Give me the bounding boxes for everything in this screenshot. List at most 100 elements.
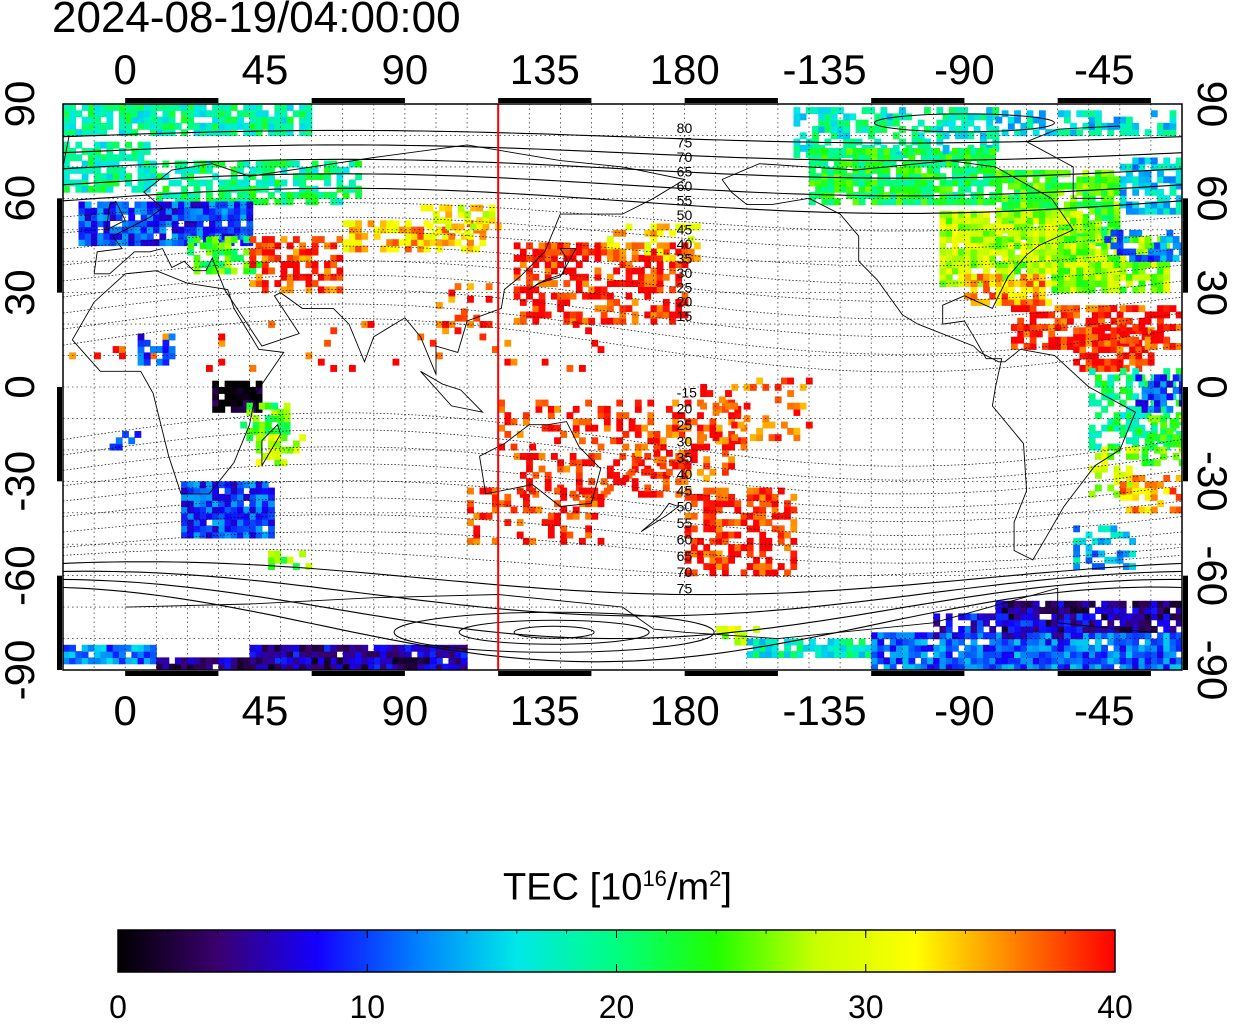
tec-cell <box>485 512 493 520</box>
tec-cell <box>889 148 897 155</box>
tec-cell <box>1082 280 1090 287</box>
tec-cell <box>1014 261 1021 269</box>
frame-scale-bar <box>57 387 62 482</box>
tec-cell <box>631 242 639 250</box>
tec-cell <box>305 173 313 181</box>
tec-cell <box>681 223 689 231</box>
tec-cell <box>218 493 226 501</box>
tec-cell <box>193 525 201 533</box>
tec-cell <box>330 327 338 335</box>
tec-cell <box>1101 663 1108 670</box>
tec-cell <box>187 519 195 526</box>
tec-cell <box>976 217 984 225</box>
tec-cell <box>641 468 648 476</box>
tec-cell <box>97 220 104 228</box>
tec-cell <box>1007 170 1015 177</box>
tec-cell <box>91 214 98 221</box>
tec-cell <box>964 248 972 256</box>
tec-cell <box>224 254 232 262</box>
tec-cell <box>324 267 331 275</box>
tec-cell <box>678 462 686 470</box>
tec-cell <box>174 657 182 665</box>
tec-cell <box>1150 600 1158 608</box>
tec-cell <box>771 525 779 533</box>
tec-cell <box>464 210 471 218</box>
tec-cell <box>299 173 306 181</box>
tec-cell <box>349 220 356 228</box>
tec-cell <box>249 192 257 199</box>
tec-cell <box>784 544 791 552</box>
tec-cell <box>945 160 953 168</box>
tec-cell <box>743 383 751 391</box>
tec-cell <box>1163 176 1171 184</box>
tec-cell <box>190 207 198 215</box>
tec-cell <box>355 657 362 665</box>
right-latitude-label: 90 <box>1189 81 1235 128</box>
tec-cell <box>187 481 195 489</box>
tec-cell <box>224 248 232 256</box>
tec-cell <box>1088 188 1096 196</box>
tec-cell <box>1088 220 1096 228</box>
tec-cell <box>280 166 288 174</box>
tec-cell <box>178 214 185 221</box>
tec-cell <box>1032 195 1040 203</box>
tec-cell <box>1007 632 1015 640</box>
tec-cell <box>432 217 440 225</box>
tec-cell <box>1051 632 1059 640</box>
contour-label: 60 <box>677 531 693 547</box>
tec-cell <box>237 380 244 388</box>
tec-cell <box>600 286 608 294</box>
tec-cell <box>230 122 238 130</box>
tec-cell <box>1063 182 1071 190</box>
tec-cell <box>1085 544 1093 552</box>
tec-cell <box>367 651 375 658</box>
tec-cell <box>961 107 969 114</box>
tec-cell <box>255 248 263 256</box>
tec-cell <box>261 248 269 256</box>
tec-cell <box>69 651 76 658</box>
tec-cell <box>342 239 350 247</box>
tec-cell <box>1032 267 1040 275</box>
tec-cell <box>1014 280 1021 287</box>
tec-cell <box>889 638 897 646</box>
tec-cell <box>1082 201 1090 209</box>
tec-cell <box>964 210 972 218</box>
tec-cell <box>1051 195 1059 203</box>
tec-cell <box>1011 305 1018 313</box>
tec-cell <box>703 475 711 482</box>
tec-cell <box>983 198 990 206</box>
contour-label: 55 <box>677 193 693 209</box>
tec-cell <box>961 113 969 121</box>
tec-cell <box>1119 195 1127 203</box>
tec-cell <box>1032 644 1040 652</box>
tec-cell <box>952 644 959 652</box>
tec-cell <box>1163 157 1171 165</box>
tec-cell <box>504 500 512 508</box>
tec-cell <box>1113 613 1121 621</box>
tec-cell <box>544 484 552 492</box>
tec-cell <box>1122 550 1130 558</box>
tec-cell <box>1175 170 1182 177</box>
magnetic-latitude-contour <box>63 497 1182 536</box>
tec-cell <box>150 657 157 665</box>
tec-cell <box>805 107 813 114</box>
tec-cell <box>662 273 670 281</box>
tec-cell <box>1088 490 1096 498</box>
tec-cell <box>964 198 972 206</box>
tec-cell <box>989 651 997 658</box>
tec-cell <box>131 110 139 118</box>
tec-cell <box>311 248 319 256</box>
tec-cell <box>299 434 306 442</box>
tec-cell <box>824 119 832 127</box>
tec-cell <box>1070 122 1077 130</box>
tec-cell <box>1014 613 1021 621</box>
tec-cell <box>1113 374 1121 382</box>
tec-cell <box>1001 210 1009 218</box>
tec-cell <box>1023 330 1031 338</box>
tec-cell <box>983 280 990 287</box>
tec-cell <box>1107 214 1115 221</box>
tec-cell <box>1001 267 1009 275</box>
tec-cell <box>1163 122 1171 130</box>
tec-cell <box>1138 600 1146 608</box>
tec-cell <box>544 254 552 262</box>
